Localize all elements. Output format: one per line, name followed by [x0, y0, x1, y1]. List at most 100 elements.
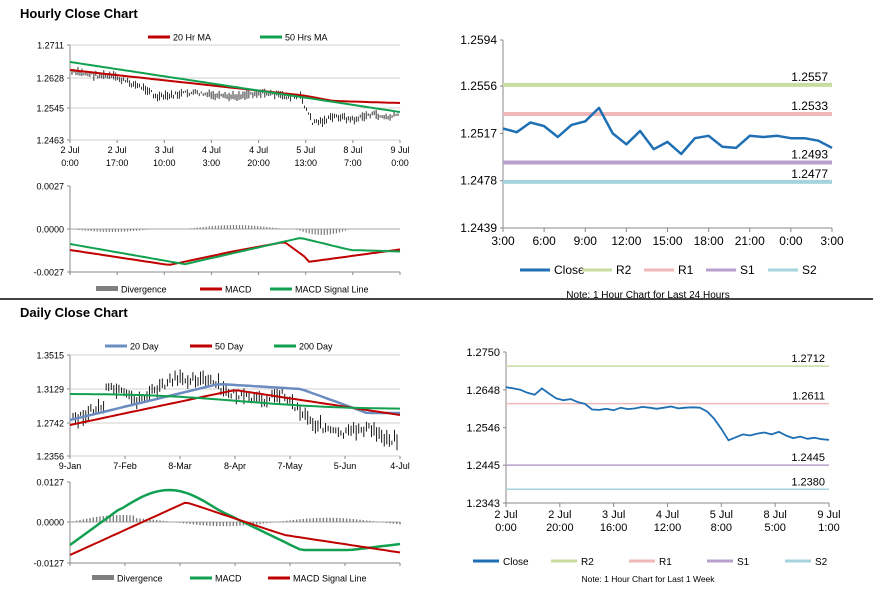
- y-tick-label: 1.2356: [36, 452, 64, 462]
- x-tick-label: 8-Mar: [168, 461, 192, 471]
- close-line: [505, 386, 830, 442]
- x-tick-label: 1:00: [818, 522, 839, 534]
- legend-label-r1: R1: [678, 263, 694, 277]
- legend-label-s2: S2: [815, 557, 828, 568]
- legend-label-s1: S1: [740, 263, 755, 277]
- legend-label-divergence: Divergence: [117, 574, 163, 584]
- x-tick-label: 9 Jul: [817, 509, 840, 521]
- x-tick-label: 2 Jul: [548, 509, 571, 521]
- y-tick-label: 1.2478: [460, 174, 497, 188]
- x-tick-label: 0:00: [495, 522, 516, 534]
- y-tick-label: 1.2628: [36, 74, 64, 84]
- y-tick-label: 1.2439: [460, 221, 497, 235]
- x-tick-label: 2 Jul: [60, 145, 79, 155]
- x-tick-label: 8-Apr: [224, 461, 246, 471]
- legend-label-close: Close: [503, 557, 529, 568]
- y-tick-label: 1.2594: [460, 33, 497, 47]
- x-tick-label: 12:00: [654, 522, 682, 534]
- legend-label-s1: S1: [737, 557, 750, 568]
- y-tick-label: 0.0127: [36, 478, 64, 488]
- x-tick-label: 5 Jul: [296, 145, 315, 155]
- y-tick-label: 1.2711: [37, 41, 64, 51]
- x-tick-label: 4 Jul: [202, 145, 221, 155]
- legend-label-s2: S2: [802, 263, 817, 277]
- y-tick-label: 1.2750: [466, 347, 500, 359]
- level-label-s2: 1.2380: [791, 476, 825, 488]
- x-tick-label: 9 Jul: [390, 145, 409, 155]
- x-tick-label: 0:00: [61, 158, 79, 168]
- section-divider: [0, 298, 873, 300]
- x-tick-label: 3 Jul: [602, 509, 625, 521]
- legend-label-r2: R2: [581, 557, 594, 568]
- legend-label-20-day: 20 Day: [130, 342, 159, 352]
- x-tick-label: 7:00: [344, 158, 362, 168]
- y-tick-label: 1.2556: [460, 79, 497, 93]
- x-tick-label: 4 Jul: [656, 509, 679, 521]
- legend-label-macd-signal-line: MACD Signal Line: [295, 285, 369, 295]
- x-tick-label: 20:00: [546, 522, 574, 534]
- level-label-r1: 1.2611: [792, 391, 825, 403]
- x-tick-label: 6:00: [532, 234, 556, 248]
- x-tick-label: 13:00: [294, 158, 317, 168]
- chart-note: Note: 1 Hour Chart for Last 24 Hours: [566, 290, 729, 301]
- level-label-s1: 1.2445: [791, 452, 825, 464]
- x-tick-label: 3:00: [203, 158, 221, 168]
- y-tick-label: 1.3129: [36, 385, 64, 395]
- x-tick-label: 8 Jul: [764, 509, 787, 521]
- level-label-r1: 1.2533: [791, 99, 828, 113]
- legend-label-r2: R2: [616, 263, 632, 277]
- close-line: [502, 106, 833, 156]
- y-tick-label: 1.3515: [36, 351, 64, 361]
- x-tick-label: 0:00: [779, 234, 803, 248]
- y-tick-label: 1.2343: [466, 498, 500, 510]
- x-tick-label: 17:00: [106, 158, 129, 168]
- y-tick-label: -0.0127: [33, 559, 64, 569]
- x-tick-label: 9-Jan: [59, 461, 82, 471]
- level-label-r2: 1.2712: [791, 353, 825, 365]
- y-tick-label: 1.2445: [466, 460, 500, 472]
- y-tick-label: 1.2648: [466, 385, 500, 397]
- daily-section-title: Daily Close Chart: [20, 305, 128, 320]
- y-tick-label: 0.0000: [36, 225, 64, 235]
- daily-macd-signal-line: [69, 501, 401, 556]
- x-tick-label: 2 Jul: [108, 145, 127, 155]
- x-tick-label: 5-Jun: [334, 461, 357, 471]
- y-tick-label: 1.2517: [460, 126, 497, 140]
- x-tick-label: 4 Jul: [249, 145, 268, 155]
- hourly-section-title: Hourly Close Chart: [20, 6, 138, 21]
- x-tick-label: 16:00: [600, 522, 628, 534]
- x-tick-label: 15:00: [652, 234, 682, 248]
- y-tick-label: 0.0000: [36, 518, 64, 528]
- x-tick-label: 9:00: [574, 234, 598, 248]
- level-label-s1: 1.2493: [791, 148, 828, 162]
- hourly-divergence-bars: [72, 225, 350, 235]
- x-tick-label: 5 Jul: [710, 509, 733, 521]
- x-tick-label: 2 Jul: [494, 509, 517, 521]
- x-tick-label: 12:00: [611, 234, 641, 248]
- x-tick-label: 8:00: [711, 522, 732, 534]
- x-tick-label: 3:00: [491, 234, 515, 248]
- y-tick-label: 0.0027: [36, 182, 64, 192]
- x-tick-label: 0:00: [391, 158, 409, 168]
- level-label-r2: 1.2557: [791, 70, 828, 84]
- legend-label-close: Close: [554, 263, 585, 277]
- hourly-50hr-ma-line: [69, 61, 401, 113]
- x-tick-label: 8 Jul: [343, 145, 362, 155]
- y-tick-label: 1.2546: [466, 423, 500, 435]
- x-tick-label: 20:00: [247, 158, 270, 168]
- legend-label-50-hrs-ma: 50 Hrs MA: [285, 33, 328, 43]
- legend-label-divergence: Divergence: [121, 285, 167, 295]
- legend-label-r1: R1: [659, 557, 672, 568]
- x-tick-label: 4-Jul: [390, 461, 410, 471]
- legend-label-macd: MACD: [215, 574, 242, 584]
- x-tick-label: 5:00: [764, 522, 785, 534]
- x-tick-label: 7-May: [277, 461, 303, 471]
- legend-swatch-divergence: [92, 575, 114, 580]
- legend-label-50-day: 50 Day: [215, 342, 244, 352]
- level-label-s2: 1.2477: [791, 167, 828, 181]
- y-tick-label: 1.2463: [36, 136, 64, 146]
- hourly-macd-line: [69, 241, 401, 266]
- y-tick-label: 1.2545: [36, 104, 64, 114]
- x-tick-label: 3:00: [820, 234, 844, 248]
- x-tick-label: 18:00: [694, 234, 724, 248]
